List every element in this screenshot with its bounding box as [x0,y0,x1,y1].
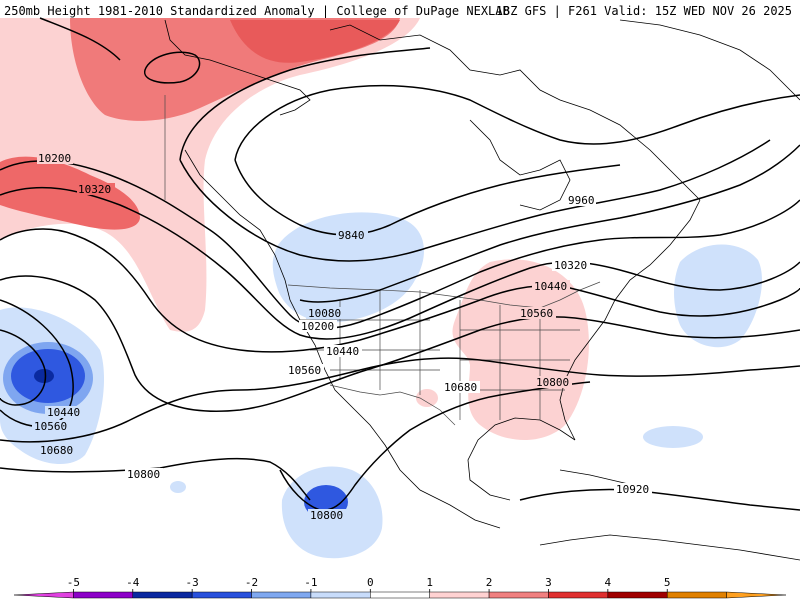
colorbar-tick-label: 4 [605,576,612,589]
colorbar-swatches [13,591,787,599]
colorbar-swatch [132,591,193,599]
colorbar-swatch [666,591,727,599]
contour-northern-closed-low [144,51,201,84]
coastlines [164,19,800,561]
colorbar-swatch [548,591,609,599]
colorbar-swatch [73,591,134,599]
colorbar-tick-label: 2 [486,576,493,589]
contour-label: 10080 [308,307,341,320]
anomaly-weak-positive-east [452,259,589,440]
contour-label: 10560 [34,420,67,433]
colorbar: -5 -4 -3 -2 -1 0 1 2 3 4 5 [0,574,800,600]
coastline-gulf [467,417,576,501]
colorbar-swatch [429,591,490,599]
border-states-2 [339,300,580,391]
contour-label: 10800 [127,468,160,481]
contour-label: 10560 [520,307,553,320]
contour-pacific-low-1 [0,299,74,427]
positive-anomaly-shading [0,18,589,440]
contour-label: 10440 [47,406,80,419]
contour-label: 10200 [301,320,334,333]
contour-label: 10440 [326,345,359,358]
anomaly-weak-negative-atlantic-small [643,426,703,448]
coastline-hudson [469,119,571,211]
anomaly-positive-northern-core [230,20,400,63]
contour-label: 10560 [288,364,321,377]
border-us-mexico [329,384,456,426]
valid-time: 18Z GFS | F261 Valid: 15Z WED NOV 26 202… [495,4,792,18]
coastline-east [559,199,701,441]
anomaly-weak-negative-atlantic [674,244,762,348]
contour-10680 [0,357,800,443]
contour-10440 [0,228,800,353]
colorbar-tick-label: 3 [545,576,552,589]
contour-label: 10440 [534,280,567,293]
coastline-west [184,149,501,529]
coastline-greenland [619,19,800,101]
contour-label: 10320 [78,183,111,196]
contour-9840 [234,84,800,236]
contour-label: 10920 [616,483,649,496]
colorbar-swatch [607,591,668,599]
anomaly-positive-alaska [0,156,140,230]
map-title: 250mb Height 1981-2010 Standardized Anom… [4,4,510,18]
contour-label: 9840 [338,229,365,242]
contour-label: 10800 [536,376,569,389]
coastline-south-america [539,534,800,561]
colorbar-tick-label: -5 [67,576,80,589]
colorbar-ticks: -5 -4 -3 -2 -1 0 1 2 3 4 5 [67,576,671,592]
colorbar-tick-label: 0 [367,576,374,589]
coastline-alaska-north [164,19,311,116]
contour-pacific-low-2 [0,329,47,406]
contour-10320 [0,186,800,340]
colorbar-swatch [251,591,312,599]
colorbar-swatch [726,591,787,599]
contour-10080 [299,144,800,303]
colorbar-tick-label: -4 [126,576,140,589]
colorbar-swatch [488,591,549,599]
contour-label: 10680 [444,381,477,394]
contour-10920 [519,488,800,511]
colorbar-tick-label: -2 [245,576,258,589]
anomaly-extreme-negative-pacific [34,369,54,383]
contour-label: 10200 [38,152,71,165]
colorbar-tick-label: -1 [304,576,317,589]
anomaly-weak-negative-small [170,481,186,493]
colorbar-tick-label: -3 [186,576,199,589]
colorbar-swatch [370,591,430,599]
contour-9960 [179,47,771,262]
contour-label: 9960 [568,194,595,207]
colorbar-tick-label: 5 [664,576,671,589]
anomaly-weak-positive-texas [416,389,438,407]
colorbar-swatch [191,591,252,599]
anomaly-weak-negative-northwest [272,212,425,323]
contour-10560 [0,275,800,412]
contour-10200 [0,160,800,329]
contour-label-layer: 10200 10320 9840 9960 10320 10440 10560 … [32,152,652,522]
contour-arctic-ridge [39,17,121,61]
contour-label: 10320 [554,259,587,272]
colorbar-swatch [310,591,371,599]
colorbar-tick-label: 1 [426,576,433,589]
coastline-canada-arctic [329,24,701,201]
contour-label: 10800 [310,509,343,522]
contour-label: 10680 [40,444,73,457]
contour-10800-west [0,457,311,501]
height-contours [0,17,800,511]
